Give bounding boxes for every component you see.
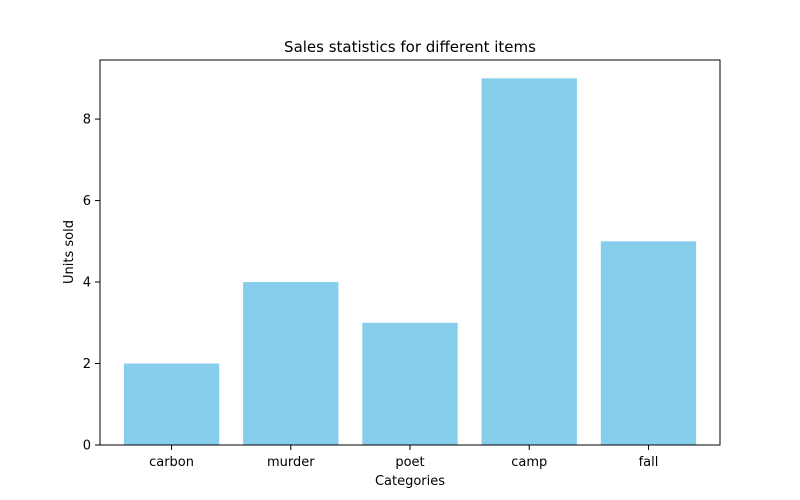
x-tick-label: poet [395, 455, 424, 470]
bar-carbon [123, 363, 220, 445]
plot-frame [99, 59, 721, 446]
y-tick-label: 0 [83, 439, 91, 454]
x-tick-label: camp [511, 455, 547, 470]
bars-layer [123, 78, 697, 445]
bar-poet [362, 322, 458, 445]
chart-title: Sales statistics for different items [284, 38, 536, 56]
x-tick-label: carbon [149, 455, 194, 470]
x-axis-label: Categories [375, 474, 445, 489]
bar-murder [243, 282, 339, 445]
bar-fall [600, 241, 697, 445]
y-tick-label: 8 [83, 113, 91, 128]
y-tick-label: 6 [83, 194, 91, 209]
y-tick-label: 2 [83, 357, 91, 372]
y-tick-label: 4 [83, 276, 91, 291]
x-axis-ticks: carbon murder poet camp fall [149, 445, 658, 470]
y-axis-label: Units sold [62, 220, 77, 284]
x-tick-label: fall [639, 455, 659, 470]
bar-camp [481, 78, 577, 445]
y-axis-ticks: 0 2 4 6 8 [83, 113, 100, 454]
x-tick-label: murder [267, 455, 315, 470]
